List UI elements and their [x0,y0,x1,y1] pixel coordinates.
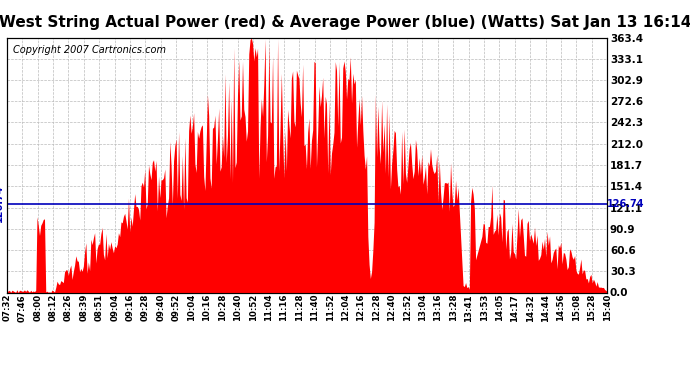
Text: West String Actual Power (red) & Average Power (blue) (Watts) Sat Jan 13 16:14: West String Actual Power (red) & Average… [0,15,690,30]
Text: Copyright 2007 Cartronics.com: Copyright 2007 Cartronics.com [13,45,166,55]
Text: 126.74: 126.74 [0,185,4,222]
Text: 126.74: 126.74 [607,199,644,208]
